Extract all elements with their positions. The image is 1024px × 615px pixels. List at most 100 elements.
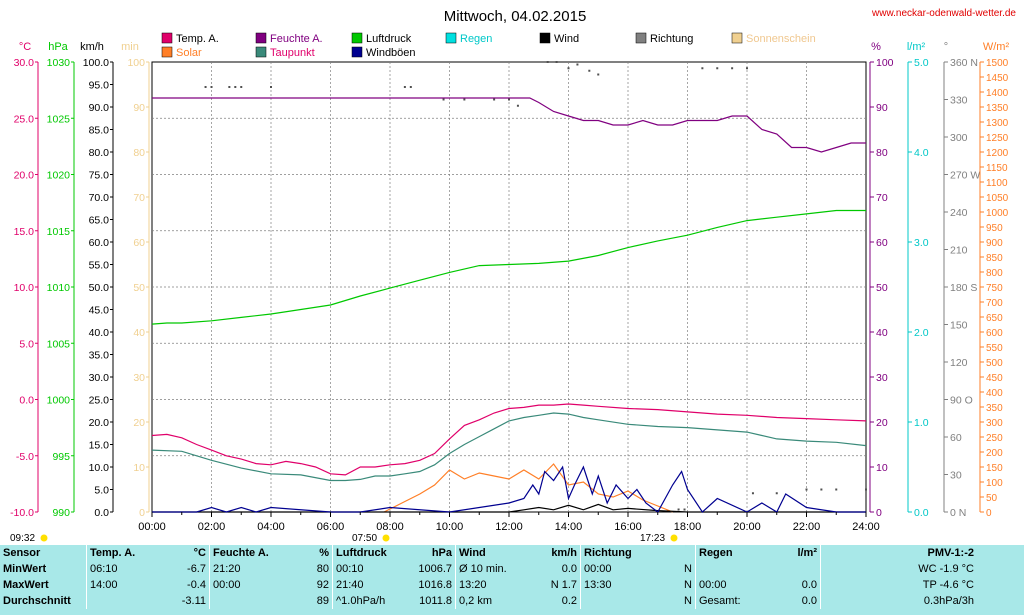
pct-tick-label: 80	[876, 147, 888, 159]
min-tick-label: 40	[133, 327, 145, 339]
pct-tick-label: 70	[876, 192, 888, 204]
min-hum: 80	[316, 563, 329, 575]
min-press-time: 00:10	[332, 561, 399, 577]
richtung-point	[716, 67, 719, 70]
richtung-point	[731, 67, 734, 70]
wm2-tick-label: 800	[986, 268, 1003, 279]
richtung-point	[516, 104, 519, 107]
richtung-point	[228, 86, 231, 88]
chart-grid	[151, 61, 867, 513]
kmh-tick-label: 90.0	[89, 102, 110, 114]
richtung-point	[597, 73, 600, 76]
avg-hum: 89	[316, 595, 329, 607]
temp-tick-label: 15.0	[14, 226, 35, 238]
min-rain	[762, 561, 821, 577]
axis-unit-label: W/m²	[983, 41, 1010, 53]
legend-label: Taupunkt	[270, 47, 315, 59]
dir-tick-label: 360 N	[950, 57, 978, 69]
axis-unit-label: min	[121, 41, 139, 53]
dir-tick-label: 150	[950, 320, 968, 332]
min-tick-label: 20	[133, 417, 145, 429]
legend-label: Temp. A.	[176, 33, 219, 45]
pct-tick-label: 40	[876, 327, 888, 339]
sunset-label: 17:23	[640, 533, 665, 544]
min-temp-time: 06:10	[86, 561, 153, 577]
right-axes: 10090807060504030201005.04.03.02.01.00.0…	[869, 57, 1009, 519]
axis-unit-label: %	[871, 41, 881, 53]
hpa-tick-label: 1025	[47, 113, 71, 125]
hdr-dir: Richtung	[580, 545, 647, 561]
wm2-tick-label: 1250	[986, 133, 1009, 144]
richtung-point	[865, 488, 867, 491]
x-tick-label: 00:00	[138, 521, 166, 533]
wm2-tick-label: 1000	[986, 208, 1009, 219]
x-tick-label: 12:00	[495, 521, 523, 533]
series-line-feuchte-a-	[152, 97, 866, 153]
wm2-tick-label: 950	[986, 223, 1003, 234]
legend-label: Sonnenschein	[746, 33, 816, 45]
wm2-tick-label: 750	[986, 283, 1003, 294]
richtung-point	[210, 86, 213, 88]
max-rain-time: 00:00	[695, 577, 762, 593]
hdr-pmv: PMV-1:-2	[820, 545, 1024, 561]
kmh-tick-label: 20.0	[89, 417, 110, 429]
pct-tick-label: 50	[876, 282, 888, 294]
richtung-point	[576, 63, 579, 66]
statistics-panel: Sensor Temp. A. °C Feuchte A. % Luftdruc…	[0, 545, 1024, 615]
x-tick-label: 08:00	[376, 521, 404, 533]
kmh-tick-label: 10.0	[89, 462, 110, 474]
legend-swatch	[351, 46, 363, 58]
richtung-point	[508, 98, 510, 101]
x-tick-label: 10:00	[436, 521, 464, 533]
min-wind: 0.0	[561, 563, 577, 575]
max-press: 1016.8	[418, 579, 452, 591]
richtung-point	[835, 488, 838, 491]
kmh-tick-label: 85.0	[89, 125, 110, 137]
kmh-tick-label: 5.0	[94, 485, 109, 497]
pct-tick-label: 100	[876, 57, 894, 69]
avg-wind-distance: 0,2 km	[455, 593, 522, 609]
legend-label: Windböen	[366, 47, 416, 59]
rain-tick-label: 1.0	[914, 417, 929, 429]
site-url[interactable]: www.neckar-odenwald-wetter.de	[871, 8, 1016, 19]
richtung-point	[270, 86, 272, 88]
hdr-temp: Temp. A.	[86, 545, 153, 561]
wm2-tick-label: 1300	[986, 118, 1009, 129]
dir-tick-label: 60	[950, 432, 962, 444]
avg-press-trend: ^1.0hPa/h	[332, 593, 399, 609]
richtung-point	[683, 508, 686, 511]
x-tick-label: 24:00	[852, 521, 880, 533]
richtung-point	[442, 98, 445, 101]
x-tick-label: 04:00	[257, 521, 285, 533]
hdr-press: Luftdruck	[332, 545, 399, 561]
chart-legend: Temp. A. Feuchte A. Luftdruck Regen Wind Rich…	[161, 32, 816, 59]
temp-tick-label: 25.0	[14, 113, 35, 125]
rain-tick-label: 4.0	[914, 147, 929, 159]
temp-tick-label: 20.0	[14, 170, 35, 182]
rain-tick-label: 5.0	[914, 57, 929, 69]
min-tick-label: 30	[133, 372, 145, 384]
wm2-tick-label: 500	[986, 358, 1003, 369]
kmh-tick-label: 40.0	[89, 327, 110, 339]
x-tick-label: 22:00	[793, 521, 821, 533]
richtung-point	[240, 86, 243, 88]
richtung-point	[463, 98, 466, 101]
series-line-windb-en	[152, 465, 866, 513]
temp-tick-label: 5.0	[19, 338, 34, 350]
richtung-point	[409, 86, 412, 88]
sun-markers: 09:32 07:50 17:23	[10, 533, 678, 544]
richtung-point	[204, 86, 207, 88]
min-tick-label: 90	[133, 102, 145, 114]
wm2-tick-label: 200	[986, 448, 1003, 459]
avg-wind: 0.2	[561, 595, 577, 607]
legend-swatch	[445, 32, 457, 44]
min-pmv: WC -1.9 °C	[820, 561, 1024, 577]
rain-tick-label: 2.0	[914, 327, 929, 339]
avg-rain: 0.0	[801, 595, 817, 607]
axis-unit-label: °	[944, 41, 948, 53]
dir-tick-label: 180 S	[950, 282, 977, 294]
min-wind-label: Ø 10 min.	[455, 561, 522, 577]
series-line-taupunkt	[151, 412, 867, 482]
wm2-tick-label: 0	[986, 508, 992, 519]
wm2-tick-label: 350	[986, 403, 1003, 414]
